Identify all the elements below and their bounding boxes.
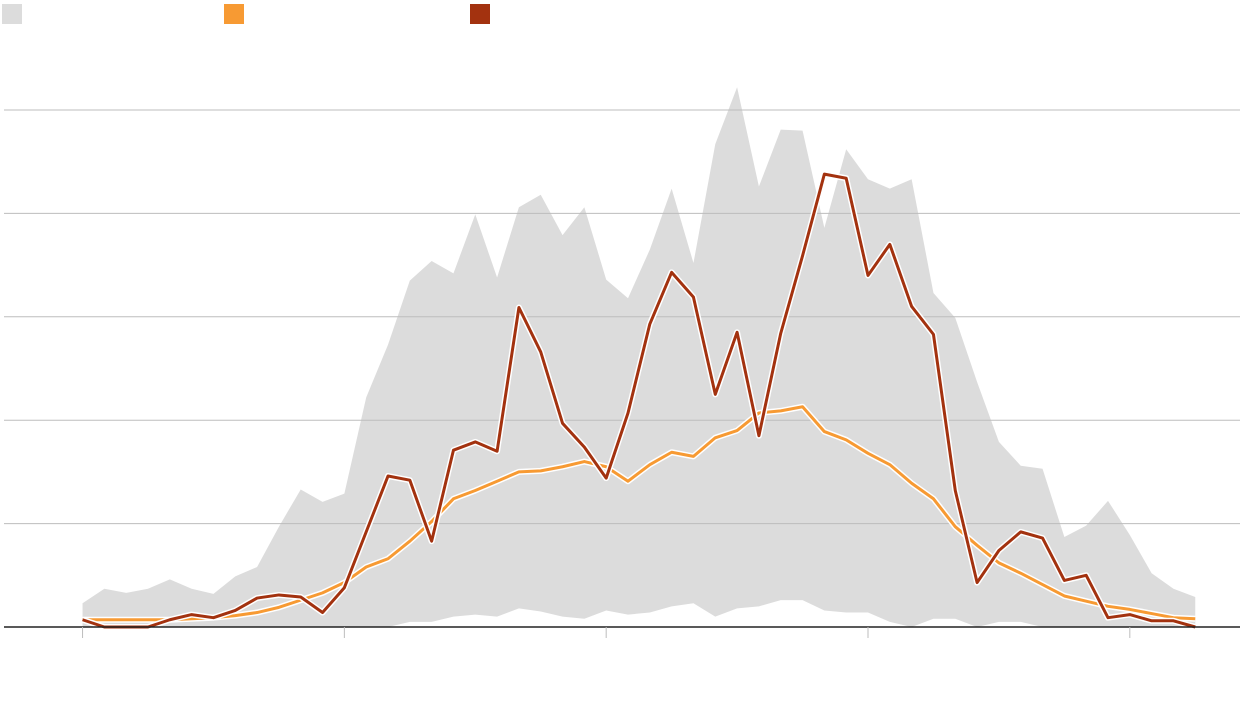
legend-swatch: [470, 4, 490, 24]
line: [82, 405, 1196, 622]
line: [82, 172, 1196, 629]
legend-swatch: [224, 4, 244, 24]
legend-swatch: [2, 4, 22, 24]
